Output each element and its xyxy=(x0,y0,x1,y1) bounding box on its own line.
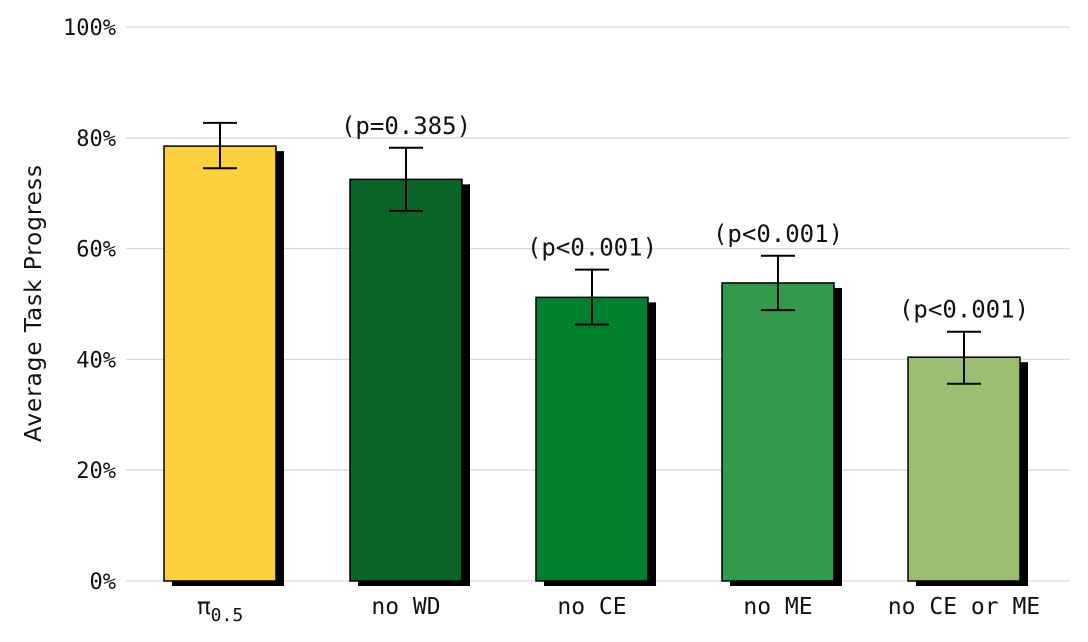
y-tick-label: 80% xyxy=(76,127,116,152)
error-bar xyxy=(947,330,981,385)
p-value-annotation: (p<0.001) xyxy=(527,234,657,262)
x-tick-label: π0.5 xyxy=(197,594,243,626)
significance-annotations: (p=0.385) (p<0.001) (p<0.001) (p<0.001) xyxy=(341,112,1029,324)
bar xyxy=(907,356,1021,582)
error-bar xyxy=(203,121,237,170)
x-tick-label: no WD xyxy=(371,594,440,620)
error-bar xyxy=(761,254,795,312)
y-tick-label: 60% xyxy=(76,238,116,263)
error-bar xyxy=(575,268,609,326)
y-tick-label: 40% xyxy=(76,348,116,373)
p-value-annotation: (p<0.001) xyxy=(899,296,1029,324)
x-tick-label: no CE xyxy=(557,594,626,620)
p-value-annotation: (p<0.001) xyxy=(713,220,843,248)
x-tick-label: no ME xyxy=(743,594,812,620)
error-bars xyxy=(203,121,981,385)
y-tick-label: 20% xyxy=(76,459,116,484)
y-axis-tick-labels: 0% 20% 40% 60% 80% 100% xyxy=(63,16,116,595)
y-axis-title: Average Task Progress xyxy=(21,164,47,442)
bar xyxy=(535,296,649,582)
y-tick-label: 0% xyxy=(90,570,117,595)
bar xyxy=(721,282,835,582)
y-tick-label: 100% xyxy=(63,16,116,41)
bar xyxy=(349,178,463,582)
x-axis-category-labels: π0.5 no WD no CE no ME no CE or ME xyxy=(197,594,1040,626)
x-tick-label: no CE or ME xyxy=(888,594,1040,620)
bars xyxy=(163,145,1028,587)
error-bar xyxy=(389,146,423,212)
p-value-annotation: (p=0.385) xyxy=(341,112,471,140)
bar xyxy=(163,145,277,582)
